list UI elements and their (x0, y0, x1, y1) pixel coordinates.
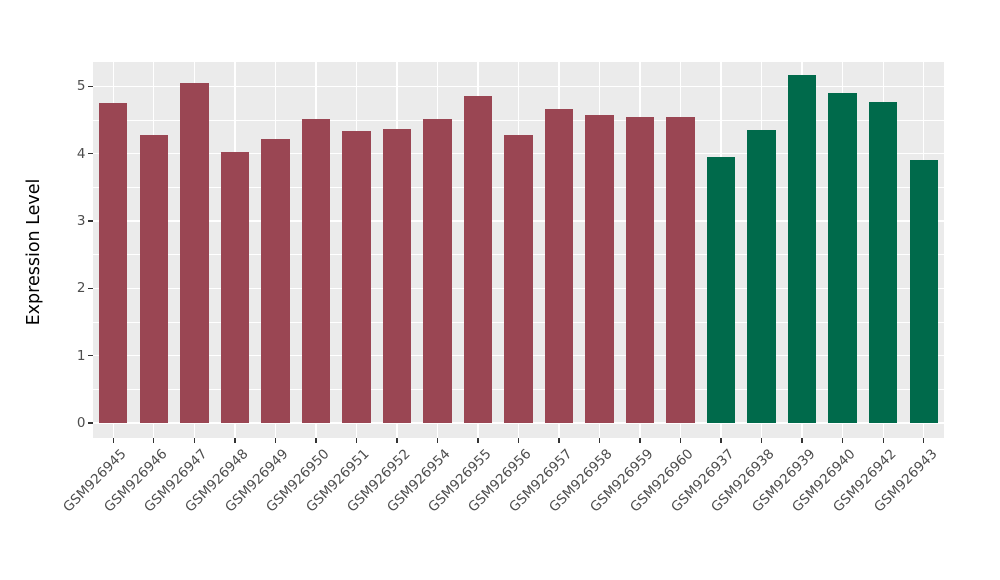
bar-GSM926959 (625, 116, 655, 424)
y-tick-label: 3 (76, 213, 86, 230)
x-tick-mark (112, 438, 114, 443)
bar-GSM926940 (828, 92, 857, 424)
bar-GSM926943 (909, 160, 938, 424)
x-tick-mark (882, 438, 884, 443)
x-tick-mark (193, 438, 195, 443)
x-tick-mark (274, 438, 277, 443)
bar-GSM926958 (585, 115, 614, 424)
y-axis-title: Expression Level (24, 178, 44, 326)
x-tick-mark (558, 438, 560, 443)
x-tick-mark (841, 438, 844, 443)
x-tick-mark (679, 438, 682, 443)
bar-GSM926960 (666, 116, 695, 424)
x-tick-mark (436, 438, 439, 443)
bar-GSM926937 (706, 157, 736, 424)
bar-GSM926945 (99, 103, 128, 424)
bar-GSM926946 (139, 135, 168, 424)
y-tick-mark (88, 422, 93, 424)
chart-panel (93, 62, 944, 438)
bar-GSM926939 (787, 74, 817, 424)
y-tick-label: 1 (76, 347, 86, 364)
y-tick-mark (88, 220, 93, 222)
x-tick-mark (598, 438, 601, 443)
y-tick-label: 5 (76, 78, 86, 95)
bar-GSM926942 (869, 101, 898, 424)
x-tick-mark (923, 438, 925, 443)
y-tick-mark (88, 152, 93, 155)
x-tick-mark (517, 438, 520, 443)
x-tick-mark (315, 438, 317, 443)
y-tick-mark (88, 287, 93, 290)
y-tick-mark (88, 355, 93, 357)
y-tick-label: 2 (76, 280, 86, 297)
bar-GSM926955 (463, 95, 493, 424)
bar-GSM926956 (504, 134, 533, 424)
y-tick-label: 4 (76, 145, 86, 162)
x-tick-mark (477, 438, 479, 443)
bar-GSM926954 (423, 118, 452, 424)
bar-GSM926947 (180, 82, 209, 424)
x-tick-mark (234, 438, 236, 443)
x-tick-mark (720, 438, 722, 443)
bar-GSM926949 (261, 139, 290, 424)
x-tick-mark (760, 438, 763, 443)
x-tick-mark (355, 438, 358, 443)
x-tick-mark (153, 438, 155, 443)
x-tick-mark (801, 438, 803, 443)
bar-GSM926948 (220, 152, 250, 424)
bar-GSM926952 (382, 128, 412, 424)
bar-GSM926951 (342, 130, 371, 424)
x-tick-mark (639, 438, 641, 443)
y-tick-mark (88, 85, 93, 87)
bar-GSM926950 (301, 119, 331, 424)
bar-GSM926938 (747, 130, 776, 424)
y-tick-label: 0 (76, 415, 86, 432)
x-tick-mark (396, 438, 398, 443)
bar-GSM926957 (544, 109, 574, 424)
